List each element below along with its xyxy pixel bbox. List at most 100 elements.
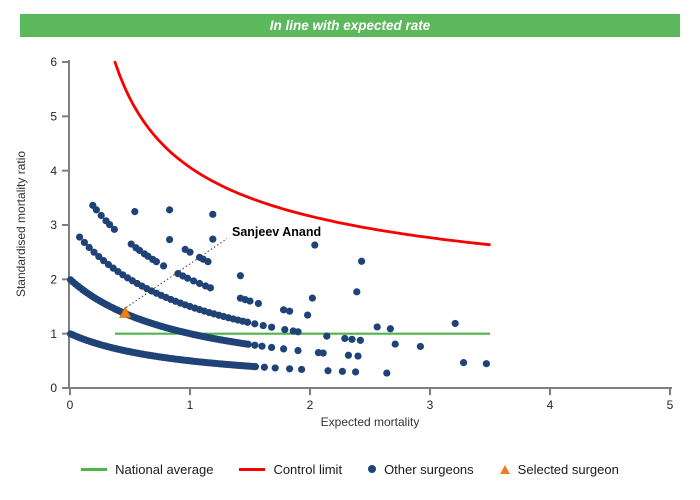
surgeon-point bbox=[95, 252, 103, 261]
surgeon-point bbox=[251, 363, 259, 371]
legend-label: Other surgeons bbox=[384, 461, 474, 477]
selected-surgeon-marker bbox=[119, 306, 132, 318]
x-tick-label: 5 bbox=[667, 398, 674, 412]
surgeon-point bbox=[251, 320, 259, 328]
surgeon-point bbox=[92, 206, 100, 214]
surgeon-point bbox=[209, 235, 217, 243]
legend-label: Selected surgeon bbox=[517, 461, 619, 477]
surgeon-point bbox=[258, 342, 266, 350]
surgeon-point bbox=[338, 367, 346, 375]
x-tick-label: 2 bbox=[307, 398, 314, 412]
surgeon-point bbox=[386, 325, 394, 333]
surgeon-point bbox=[294, 346, 302, 355]
surgeon-point bbox=[324, 367, 332, 375]
surgeon-point bbox=[76, 233, 84, 241]
legend-label: Control limit bbox=[273, 461, 343, 477]
surgeon-point bbox=[190, 277, 198, 285]
surgeon-point bbox=[268, 343, 276, 352]
surgeon-point bbox=[383, 369, 391, 377]
surgeon-point bbox=[166, 206, 174, 214]
surgeon-point bbox=[353, 288, 361, 296]
surgeon-point bbox=[85, 243, 93, 252]
surgeon-point bbox=[344, 351, 352, 359]
surgeon-point bbox=[311, 241, 319, 249]
surgeon-point bbox=[416, 342, 424, 351]
surgeon-point bbox=[268, 323, 276, 331]
x-tick-label: 3 bbox=[427, 398, 434, 412]
surgeon-point bbox=[259, 321, 267, 330]
surgeon-point bbox=[196, 279, 204, 288]
x-tick-label: 4 bbox=[547, 398, 554, 412]
surgeon-point bbox=[451, 319, 459, 328]
surgeon-point bbox=[280, 306, 288, 314]
surgeon-point bbox=[160, 262, 168, 270]
surgeon-point bbox=[131, 207, 139, 216]
surgeon-point bbox=[391, 340, 399, 348]
surgeon-point bbox=[323, 332, 331, 340]
y-tick-label: 2 bbox=[50, 273, 57, 287]
selected-surgeon-label: Sanjeev Anand bbox=[232, 225, 321, 239]
plot-svg: 0 1 2 3 4 5 6 0 1 2 3 4 5 Expected mortality Standar… bbox=[14, 55, 674, 429]
legend-swatch-line bbox=[239, 467, 266, 471]
surgeon-point bbox=[482, 360, 490, 368]
legend-swatch-dot bbox=[368, 465, 377, 473]
surgeon-point bbox=[352, 368, 360, 376]
surgeon-point bbox=[246, 297, 254, 305]
y-tick-label: 5 bbox=[50, 110, 57, 124]
surgeon-point bbox=[204, 258, 212, 266]
surgeon-point bbox=[206, 284, 214, 292]
other-surgeons-points bbox=[67, 201, 490, 377]
surgeon-point bbox=[304, 311, 312, 319]
surgeon-point bbox=[348, 335, 356, 343]
surgeon-point bbox=[298, 365, 306, 374]
surgeon-point bbox=[236, 272, 244, 280]
x-axis-title: Expected mortality bbox=[321, 415, 420, 429]
legend-swatch-triangle bbox=[499, 464, 510, 474]
surgeon-point bbox=[280, 345, 288, 353]
surgeon-point bbox=[209, 210, 217, 218]
surgeon-point bbox=[260, 363, 268, 371]
legend-swatch-line bbox=[81, 467, 108, 471]
surgeon-point bbox=[106, 220, 114, 229]
legend-item-other-surgeons: Other surgeons bbox=[368, 462, 474, 477]
surgeon-point bbox=[100, 257, 108, 265]
surgeon-point bbox=[97, 211, 105, 220]
legend: National average Control limit Other surge… bbox=[0, 456, 700, 482]
surgeon-point bbox=[294, 328, 302, 336]
axes: 0 1 2 3 4 5 6 0 1 2 3 4 5 bbox=[50, 55, 673, 412]
surgeon-point bbox=[319, 349, 327, 357]
surgeon-point bbox=[460, 359, 468, 367]
y-tick-label: 6 bbox=[50, 55, 57, 69]
y-tick-label: 1 bbox=[50, 327, 57, 341]
surgeon-point bbox=[251, 341, 259, 349]
x-tick-label: 1 bbox=[187, 398, 194, 412]
chart-series bbox=[67, 60, 491, 377]
surgeon-point bbox=[80, 238, 88, 247]
y-tick-label: 4 bbox=[50, 164, 57, 178]
surgeon-point bbox=[341, 334, 349, 343]
surgeon-point bbox=[244, 318, 252, 326]
surgeon-point bbox=[184, 274, 192, 282]
surgeon-point bbox=[90, 248, 98, 256]
surgeon-point bbox=[308, 294, 316, 302]
x-tick-label: 0 bbox=[67, 398, 74, 412]
surgeon-point bbox=[244, 340, 252, 348]
surgeon-point bbox=[286, 365, 294, 373]
surgeon-point bbox=[356, 336, 364, 344]
legend-item-national-average: National average bbox=[81, 462, 213, 477]
surgeon-point bbox=[358, 257, 366, 265]
y-tick-label: 3 bbox=[50, 218, 57, 232]
surgeon-point bbox=[373, 323, 381, 331]
surgeon-point bbox=[281, 325, 289, 334]
annotation-leader-line bbox=[125, 238, 228, 308]
legend-item-selected-surgeon: Selected surgeon bbox=[499, 461, 619, 477]
surgeon-point bbox=[166, 235, 174, 244]
surgeon-point bbox=[271, 364, 279, 372]
surgeon-point bbox=[152, 258, 160, 266]
surgeon-point bbox=[186, 248, 194, 256]
surgeon-point bbox=[286, 307, 294, 315]
legend-item-control-limit: Control limit bbox=[239, 462, 342, 477]
status-banner: In line with expected rate bbox=[20, 14, 680, 37]
surgeon-point bbox=[254, 299, 262, 308]
